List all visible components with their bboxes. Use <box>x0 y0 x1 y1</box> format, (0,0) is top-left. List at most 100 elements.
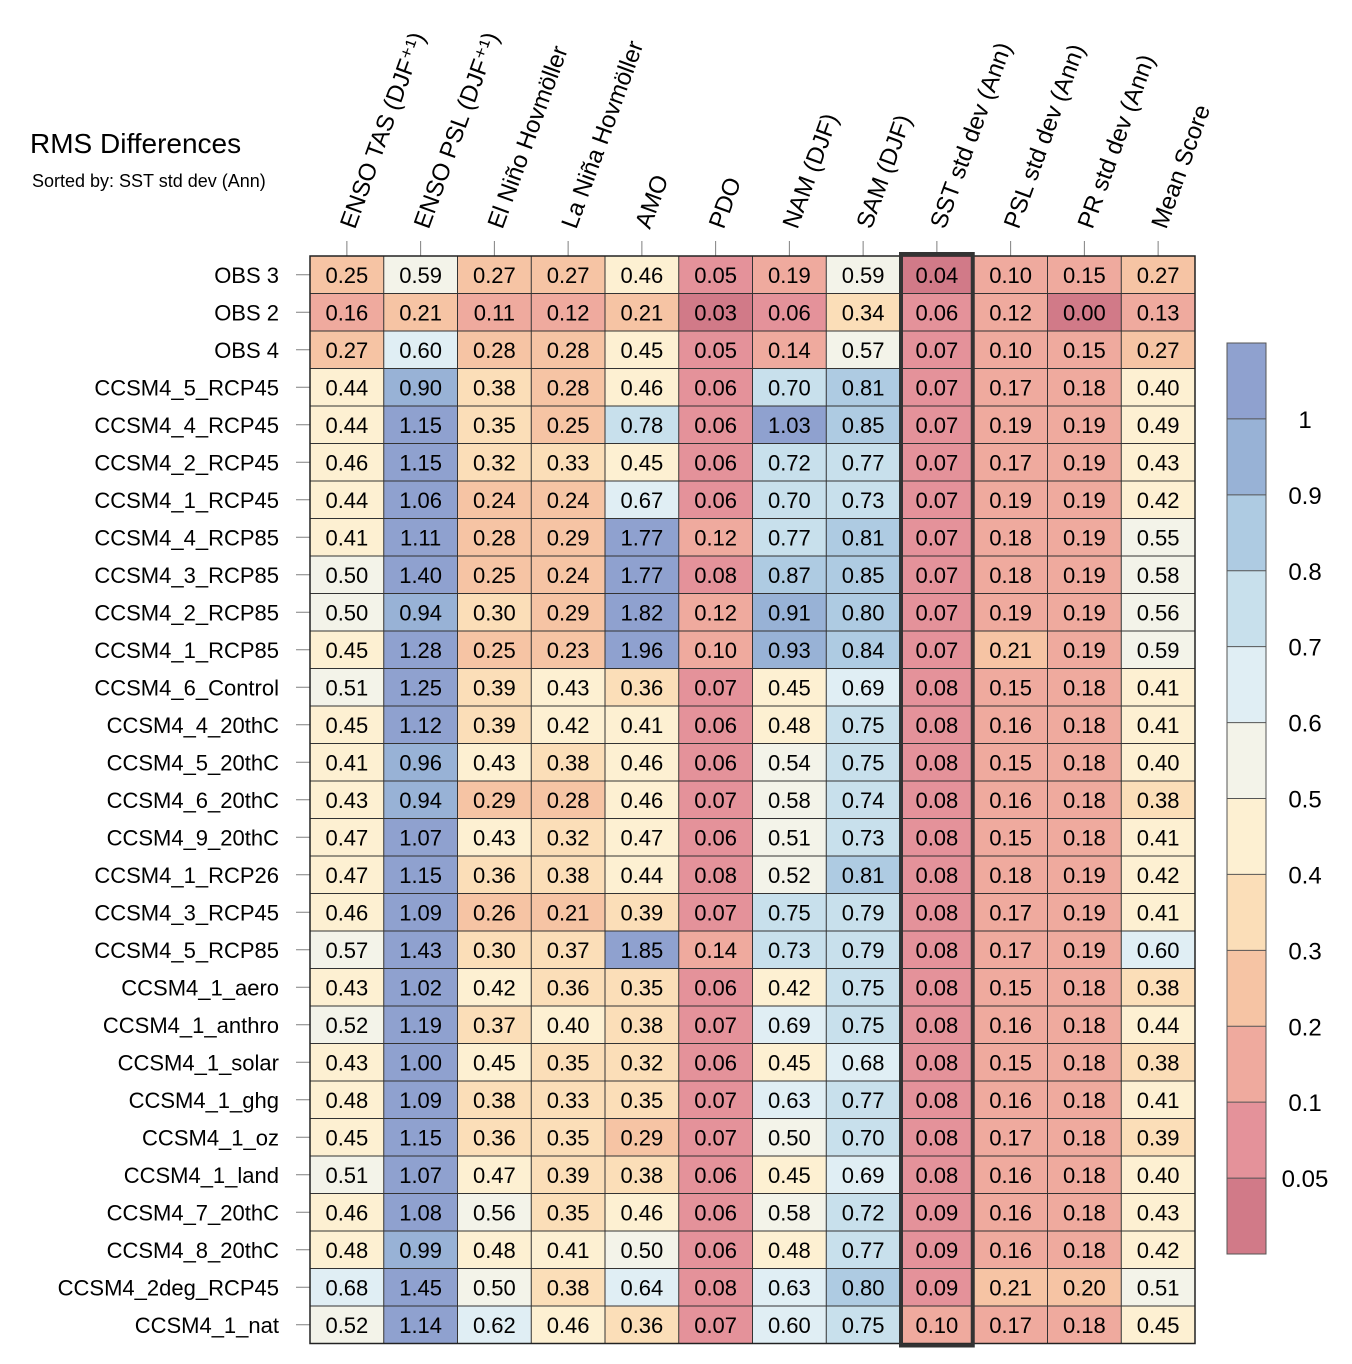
cell-value: 1.09 <box>399 900 442 925</box>
heatmap-cell <box>752 893 827 931</box>
heatmap-cell <box>457 406 532 444</box>
column-label: PDO <box>704 174 747 232</box>
cell-value: 1.82 <box>620 600 663 625</box>
cell-value: 0.70 <box>768 488 811 513</box>
heatmap-cell <box>383 1043 458 1081</box>
cell-value: 0.07 <box>915 375 958 400</box>
colorbar-tick-label: 0.3 <box>1288 938 1321 965</box>
heatmap-cell <box>1121 331 1195 369</box>
heatmap-cell <box>383 443 458 481</box>
heatmap-cell <box>457 1043 532 1081</box>
heatmap-cell <box>1121 968 1195 1006</box>
heatmap-cell <box>383 1118 458 1156</box>
cell-value: 0.05 <box>694 338 737 363</box>
cell-value: 0.50 <box>325 600 368 625</box>
cell-value: 1.85 <box>620 938 663 963</box>
heatmap-cell <box>752 1268 827 1306</box>
cell-value: 0.45 <box>620 338 663 363</box>
cell-value: 0.81 <box>842 863 885 888</box>
heatmap-cell <box>826 1081 900 1119</box>
heatmap-cell <box>973 368 1048 406</box>
colorbar-tick-label: 0.9 <box>1288 483 1321 510</box>
cell-value: 0.10 <box>694 638 737 663</box>
heatmap-cell <box>457 968 532 1006</box>
cell-value: 0.43 <box>325 1050 368 1075</box>
cell-value: 0.07 <box>915 638 958 663</box>
heatmap-cell <box>1121 856 1195 894</box>
cell-value: 1.25 <box>399 675 442 700</box>
cell-value: 0.51 <box>768 825 811 850</box>
heatmap-cell <box>900 1118 974 1156</box>
cell-value: 0.70 <box>768 375 811 400</box>
cell-value: 0.85 <box>842 563 885 588</box>
colorbar-swatch <box>1227 494 1266 571</box>
cell-value: 0.21 <box>989 1275 1032 1300</box>
heatmap-cell <box>1121 1006 1195 1044</box>
cell-value: 0.57 <box>842 338 885 363</box>
cell-value: 0.33 <box>547 450 590 475</box>
cell-value: 0.64 <box>620 1275 663 1300</box>
cell-value: 0.50 <box>473 1275 516 1300</box>
heatmap-cell <box>752 518 827 556</box>
heatmap-cell <box>457 931 532 969</box>
heatmap-cell <box>678 368 753 406</box>
cell-value: 0.45 <box>473 1050 516 1075</box>
cell-value: 0.28 <box>473 338 516 363</box>
heatmap-cell <box>900 1193 974 1231</box>
heatmap-cell <box>383 1156 458 1194</box>
cell-value: 0.41 <box>547 1238 590 1263</box>
heatmap-cell <box>752 818 827 856</box>
cell-value: 1.06 <box>399 488 442 513</box>
cell-value: 0.18 <box>1063 1238 1106 1263</box>
heatmap-cell <box>900 406 974 444</box>
heatmap-cell <box>383 481 458 519</box>
cell-value: 0.45 <box>768 675 811 700</box>
heatmap-cell <box>531 706 605 744</box>
heatmap-cell <box>605 968 679 1006</box>
heatmap-cell <box>531 368 605 406</box>
cell-value: 0.60 <box>399 338 442 363</box>
cell-value: 0.43 <box>547 675 590 700</box>
cell-value: 0.38 <box>473 1088 516 1113</box>
cell-value: 0.36 <box>620 675 663 700</box>
cell-value: 0.29 <box>473 788 516 813</box>
cell-value: 0.43 <box>325 788 368 813</box>
heatmap-cell <box>900 1156 974 1194</box>
cell-value: 0.10 <box>989 338 1032 363</box>
heatmap-cell <box>310 1306 384 1344</box>
heatmap-cell <box>752 668 827 706</box>
heatmap-cell <box>383 1268 458 1306</box>
row-label: CCSM4_1_RCP26 <box>94 863 279 888</box>
cell-value: 0.06 <box>694 975 737 1000</box>
heatmap-cell <box>1047 443 1122 481</box>
column-label: PSL std dev (Ann) <box>999 41 1091 232</box>
heatmap-cell <box>531 668 605 706</box>
cell-value: 0.07 <box>915 563 958 588</box>
colorbar-swatch <box>1227 1102 1266 1179</box>
cell-value: 0.73 <box>768 938 811 963</box>
cell-value: 0.07 <box>694 900 737 925</box>
cell-value: 1.14 <box>399 1313 442 1338</box>
heatmap-cell <box>457 593 532 631</box>
heatmap-cell <box>605 1306 679 1344</box>
heatmap-cell <box>826 668 900 706</box>
cell-value: 0.44 <box>1137 1013 1180 1038</box>
cell-value: 0.35 <box>547 1125 590 1150</box>
cell-value: 0.45 <box>768 1163 811 1188</box>
cell-value: 0.18 <box>1063 713 1106 738</box>
heatmap-cell <box>531 518 605 556</box>
heatmap-cell <box>531 256 605 294</box>
heatmap-cell <box>605 518 679 556</box>
cell-value: 0.46 <box>620 1200 663 1225</box>
cell-value: 0.19 <box>1063 900 1106 925</box>
heatmap-cell <box>1047 1306 1122 1344</box>
cell-value: 0.57 <box>325 938 368 963</box>
cell-value: 0.32 <box>473 450 516 475</box>
colorbar-tick-label: 0.7 <box>1288 635 1321 662</box>
cell-value: 0.45 <box>325 1125 368 1150</box>
heatmap-cell <box>826 1006 900 1044</box>
heatmap-cell <box>310 1156 384 1194</box>
cell-value: 0.39 <box>473 675 516 700</box>
cell-value: 0.62 <box>473 1313 516 1338</box>
heatmap-cell <box>973 1156 1048 1194</box>
